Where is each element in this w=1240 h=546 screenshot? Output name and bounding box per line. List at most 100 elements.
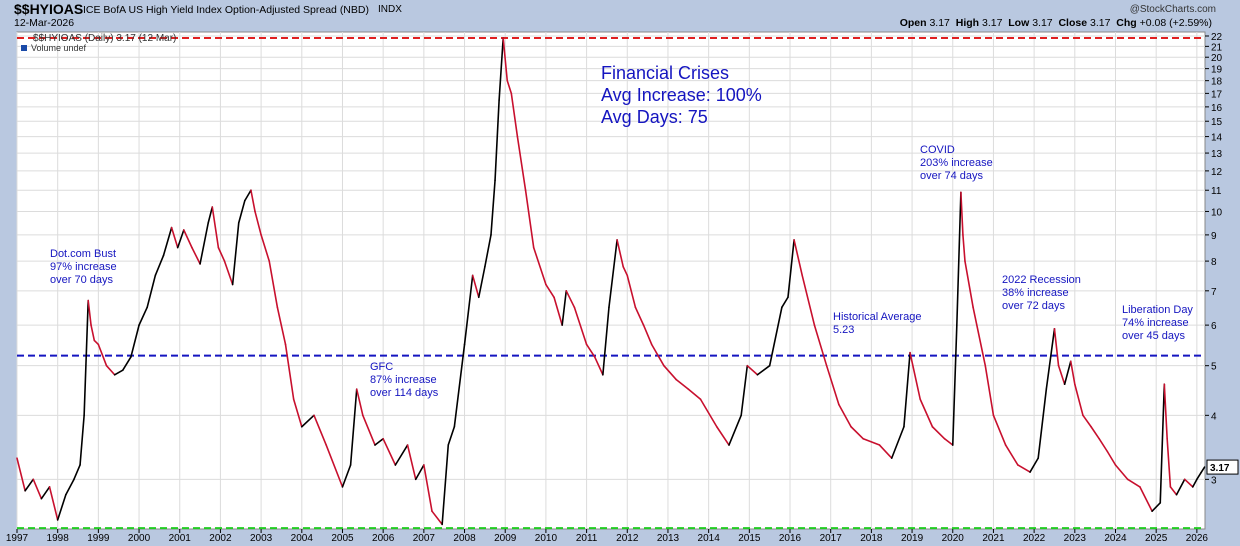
series-segment: [268, 260, 279, 309]
x-tick-label: 2004: [291, 533, 314, 544]
series-segment: [223, 260, 234, 286]
close-value: 3.17: [1089, 17, 1111, 29]
low-label: Low: [1008, 17, 1030, 29]
x-tick-label: 2007: [413, 533, 436, 544]
exchange-label: INDX: [378, 4, 402, 15]
financial-crises-title-line: Financial Crises: [601, 63, 729, 83]
series-segment: [394, 444, 409, 466]
series-segment: [793, 239, 804, 277]
series-segment: [972, 306, 987, 367]
series-segment: [626, 274, 637, 309]
series-segment: [325, 444, 344, 488]
y-tick-label: 17: [1211, 89, 1223, 100]
y-tick-label: 20: [1211, 53, 1223, 64]
series-segment: [349, 388, 358, 466]
series-segment: [1114, 464, 1129, 481]
series-segment: [1090, 425, 1101, 440]
series-segment: [1191, 478, 1198, 488]
series-segment: [838, 403, 852, 428]
series-segment: [490, 179, 496, 236]
x-tick-label: 2018: [860, 533, 883, 544]
series-segment: [73, 464, 81, 481]
x-tick-label: 2013: [657, 533, 680, 544]
series-segment: [909, 351, 922, 401]
y-tick-label: 7: [1211, 287, 1217, 298]
series-segment: [1163, 383, 1168, 440]
series-segment: [565, 290, 576, 309]
close-label: Close: [1058, 17, 1088, 29]
series-segment: [441, 444, 450, 526]
x-tick-label: 2008: [453, 533, 476, 544]
gfc-annotation-line: over 114 days: [370, 387, 439, 399]
high-label: High: [955, 17, 980, 29]
series-segment: [516, 135, 527, 192]
series-segment: [573, 306, 588, 346]
y-tick-label: 21: [1211, 42, 1223, 53]
series-segment: [113, 369, 124, 376]
series-segment: [97, 343, 108, 367]
series-segment: [494, 99, 500, 182]
series-segment: [787, 239, 795, 299]
series-segment: [622, 265, 629, 277]
series-segment: [1082, 414, 1092, 428]
series-segment: [477, 265, 486, 299]
series-segment: [374, 437, 384, 446]
historical-average-annotation-line: Historical Average: [833, 311, 921, 323]
series-segment: [250, 189, 256, 213]
x-tick-label: 2017: [820, 533, 843, 544]
x-tick-label: 2009: [494, 533, 517, 544]
series-segment: [1069, 360, 1076, 386]
series-segment: [850, 425, 865, 440]
dotcom-annotation-line: over 70 days: [50, 274, 113, 286]
series-segment: [616, 239, 625, 268]
series-segment: [211, 206, 220, 249]
series-segment: [502, 37, 509, 82]
y-tick-label: 19: [1211, 65, 1223, 76]
series-segment: [878, 444, 893, 459]
x-tick-label: 2019: [901, 533, 924, 544]
series-segment: [728, 414, 742, 446]
recession-2022-annotation-line: 2022 Recession: [1002, 274, 1081, 286]
series-segment: [992, 414, 1007, 446]
y-tick-label: 9: [1211, 231, 1217, 242]
series-segment: [984, 364, 995, 417]
series-segment: [890, 425, 905, 459]
x-tick-label: 2022: [1023, 533, 1046, 544]
x-tick-label: 2025: [1145, 533, 1168, 544]
x-tick-label: 1999: [87, 533, 110, 544]
series-segment: [231, 222, 240, 286]
series-segment: [414, 464, 425, 481]
series-segment: [130, 324, 140, 358]
low-value: 3.17: [1032, 17, 1053, 29]
liberation-day-annotation-line: over 45 days: [1122, 330, 1185, 342]
series-segment: [956, 191, 962, 326]
series-segment: [510, 92, 519, 138]
historical-average-annotation-line: 5.23: [833, 324, 854, 336]
series-segment: [16, 457, 26, 492]
series-segment: [1200, 466, 1206, 474]
y-tick-label: 11: [1211, 186, 1222, 197]
ticker-description: ICE BofA US High Yield Index Option-Adju…: [83, 4, 369, 16]
series-segment: [105, 364, 116, 376]
y-tick-label: 6: [1211, 321, 1217, 332]
series-segment: [121, 356, 132, 371]
series-segment: [355, 388, 364, 417]
series-segment: [382, 437, 397, 466]
legend-volume: Volume undef: [31, 43, 87, 53]
series-segment: [524, 189, 535, 249]
open-value: 3.17: [929, 17, 950, 29]
series-segment: [431, 510, 443, 526]
series-segment: [292, 398, 303, 428]
series-segment: [471, 274, 480, 299]
y-tick-label: 18: [1211, 77, 1223, 88]
series-segment: [162, 226, 173, 257]
y-tick-label: 4: [1211, 411, 1217, 422]
series-segment: [284, 343, 295, 401]
gfc-annotation-line: 87% increase: [370, 374, 437, 386]
series-segment: [699, 398, 718, 428]
series-segment: [561, 290, 568, 326]
volume-icon: [21, 45, 27, 51]
series-segment: [962, 234, 966, 262]
series-segment: [1074, 383, 1084, 417]
series-segment: [1126, 478, 1141, 488]
